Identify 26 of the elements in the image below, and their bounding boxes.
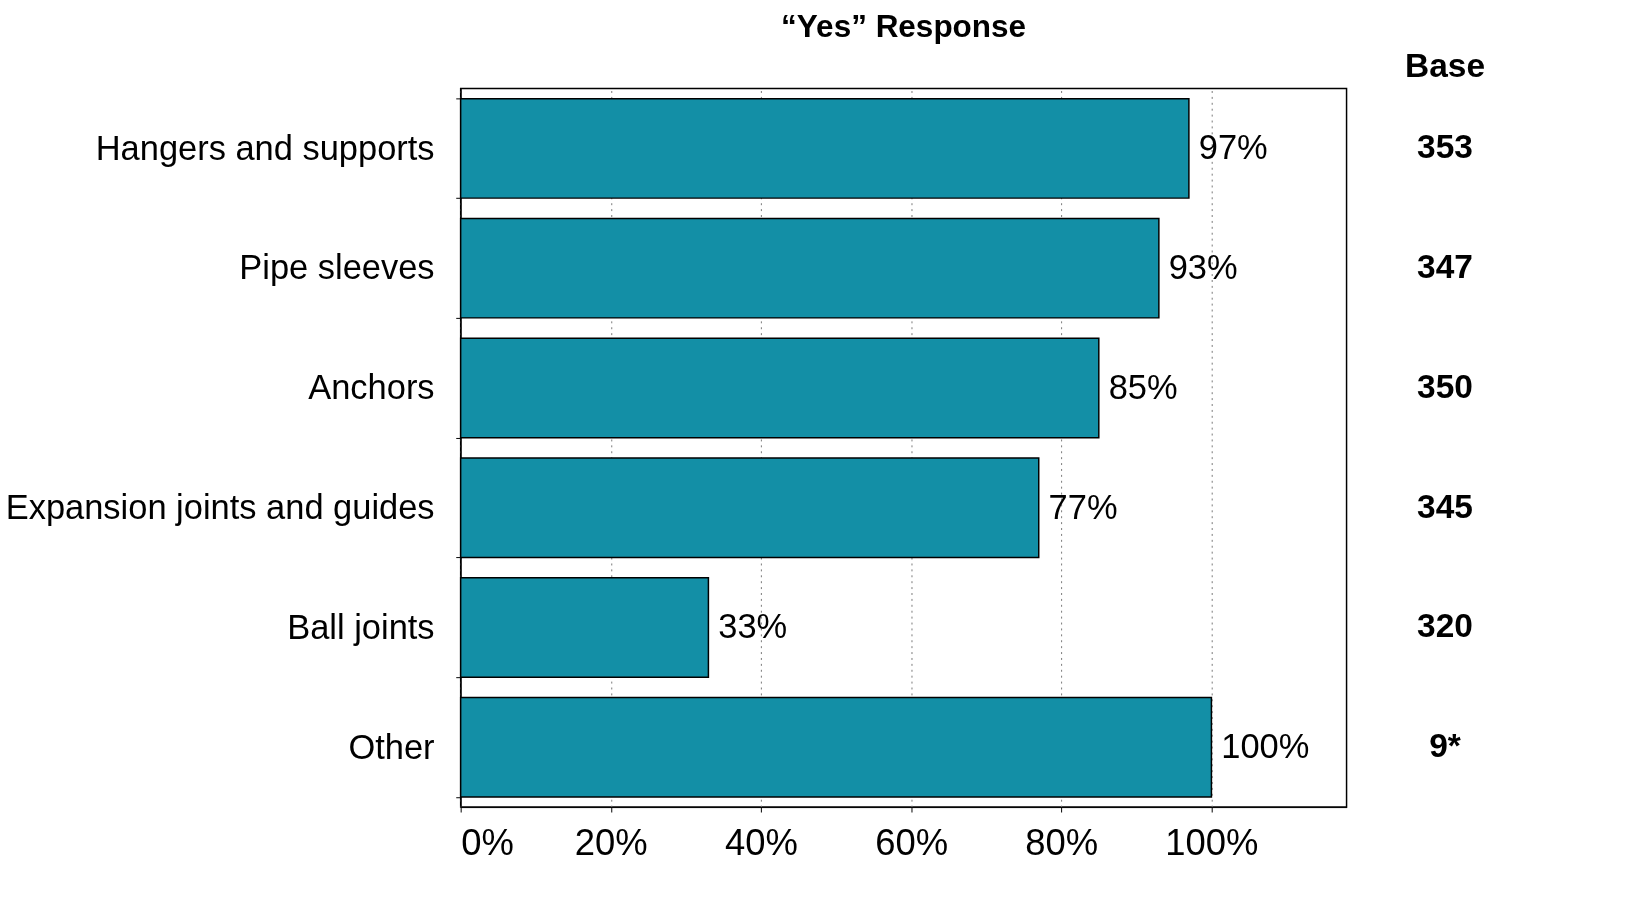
data-label: 85% [1108,367,1178,406]
text: 350 [1417,367,1473,405]
text: 353 [1417,128,1473,166]
y-tick-label: Hangers and supports [95,128,435,167]
chart-title: “Yes” Response [781,8,1027,45]
x-tick-label: 0% [461,821,514,863]
x-tick-label: 20% [574,821,648,863]
data-label: 93% [1168,248,1238,287]
y-tick-label: Expansion joints and guides [5,488,435,527]
x-tick-label: 60% [875,821,949,863]
y-tick-label: Anchors [308,368,435,407]
data-label: 100% [1221,727,1310,766]
text: 320 [1417,607,1473,645]
text: 347 [1417,248,1473,286]
data-label: 77% [1048,487,1118,526]
y-tick-label: Other [348,727,435,766]
text: Base [1405,46,1485,84]
text: 345 [1417,487,1473,525]
x-tick-label: 40% [725,821,798,863]
x-tick-label: 80% [1025,821,1099,863]
data-label: 33% [718,607,788,646]
x-tick-label: 100% [1165,821,1259,863]
y-tick-label: Ball joints [287,607,435,646]
y-tick-label: Pipe sleeves [239,248,435,287]
text: 9* [1429,727,1461,765]
data-label: 97% [1198,128,1268,167]
